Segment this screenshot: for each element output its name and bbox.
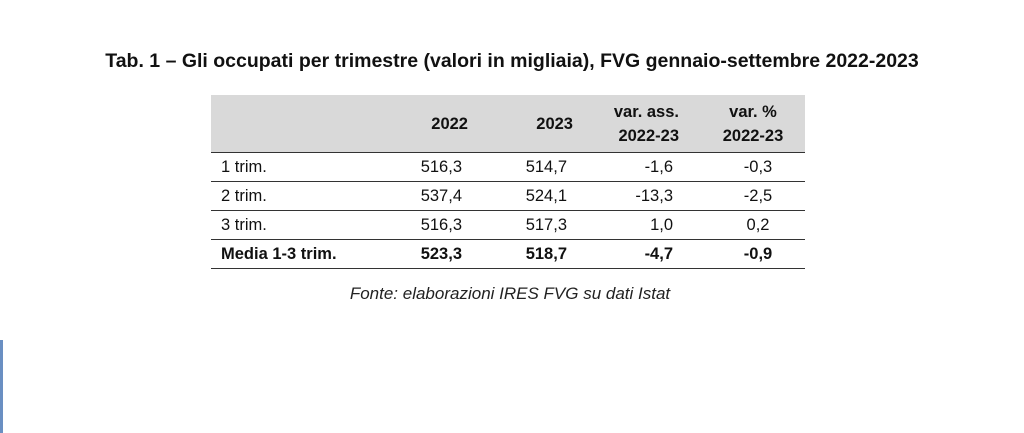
cell: -4,7 [595,239,701,269]
header-line: 2023 [536,114,573,133]
cell: -13,3 [595,181,701,211]
table-row: 1 trim. 516,3 514,7 -1,6 -0,3 [211,152,805,182]
table-title: Tab. 1 – Gli occupati per trimestre (val… [105,50,919,72]
cell: 1,0 [595,210,701,240]
cell: -0,3 [701,152,805,182]
header-line: var. ass. [613,102,679,121]
table-row: Media 1-3 trim. 523,3 518,7 -4,7 -0,9 [211,239,805,269]
side-accent [0,340,3,433]
row-label: Media 1-3 trim. [211,239,385,269]
header-line: 2022-23 [618,126,679,145]
cell: 514,7 [490,152,595,182]
row-label: 3 trim. [211,210,385,240]
column-header: var. % 2022-23 [701,95,805,153]
cell: 524,1 [490,181,595,211]
cell: 516,3 [385,152,490,182]
header-row: 2022 2023 var. ass. 2022-23 var. % 2022-23 [211,95,805,153]
cell: -2,5 [701,181,805,211]
cell: 0,2 [701,210,805,240]
cell: 537,4 [385,181,490,211]
row-label: 1 trim. [211,152,385,182]
column-header: var. ass. 2022-23 [595,95,701,153]
source-note: Fonte: elaborazioni IRES FVG su dati Ist… [349,284,671,303]
table-row: 3 trim. 516,3 517,3 1,0 0,2 [211,210,805,240]
column-header: 2022 [385,95,490,153]
header-line: 2022 [431,114,468,133]
table-row: 2 trim. 537,4 524,1 -13,3 -2,5 [211,181,805,211]
header-corner [211,95,385,153]
cell: 523,3 [385,239,490,269]
cell: -1,6 [595,152,701,182]
cell: 518,7 [490,239,595,269]
cell: 517,3 [490,210,595,240]
cell: 516,3 [385,210,490,240]
data-table: 2022 2023 var. ass. 2022-23 var. % 2022-23 1 … [211,95,805,269]
cell: -0,9 [701,239,805,269]
header-line: 2022-23 [722,126,784,145]
header-line: var. % [729,102,777,121]
row-label: 2 trim. [211,181,385,211]
table-body: 1 trim. 516,3 514,7 -1,6 -0,3 2 trim. 537,4 524… [211,152,805,269]
column-header: 2023 [490,95,595,153]
